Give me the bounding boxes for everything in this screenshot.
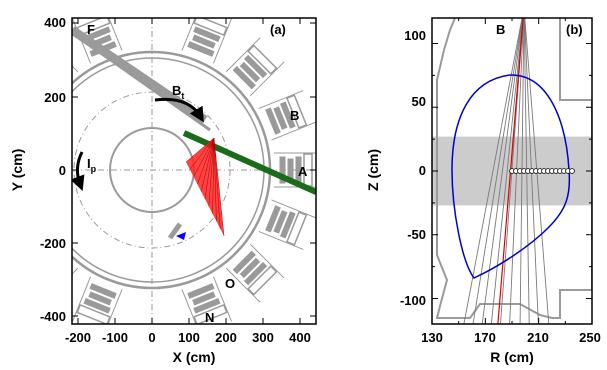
ytick-label: 100 bbox=[404, 28, 426, 43]
ytick-label: 200 bbox=[44, 90, 66, 105]
panel-a-ylabel: Y (cm) bbox=[9, 149, 25, 192]
port-f-duct-2 bbox=[87, 42, 211, 132]
port-block bbox=[181, 276, 232, 324]
blue-marker-icon bbox=[176, 232, 186, 240]
ytick-label: 0 bbox=[419, 163, 426, 178]
port-label-b: B bbox=[290, 108, 299, 123]
fan-line bbox=[213, 137, 217, 222]
port-label-f: F bbox=[87, 22, 95, 37]
xtick-label: 170 bbox=[474, 330, 496, 345]
port-label-n: N bbox=[205, 310, 214, 325]
port-block bbox=[225, 37, 285, 97]
panel-a-xtick-labels: -200 -100 0 100 200 300 400 bbox=[65, 330, 311, 345]
xtick-label: 0 bbox=[148, 330, 155, 345]
panel-b-port-label: B bbox=[496, 22, 505, 37]
xtick-label: -200 bbox=[65, 330, 91, 345]
sightline-fan bbox=[185, 137, 225, 237]
ytick-label: 0 bbox=[59, 163, 66, 178]
plasma-boundary bbox=[451, 74, 571, 279]
port-block bbox=[72, 267, 79, 303]
fan-line bbox=[204, 137, 215, 200]
sightline bbox=[490, 18, 524, 324]
port-label-a: A bbox=[298, 164, 308, 179]
sightline bbox=[472, 18, 523, 324]
ytick-label: -200 bbox=[40, 236, 66, 251]
panel-a-label: (a) bbox=[270, 22, 286, 37]
fan-line bbox=[200, 137, 215, 192]
fan-line bbox=[185, 137, 215, 163]
panel-b: (b) B 130 170 210 250 100 50 0 -50 -100 … bbox=[365, 17, 601, 365]
probe-segment bbox=[167, 222, 183, 240]
fan-line bbox=[189, 137, 215, 170]
port-structures bbox=[0, 18, 316, 324]
xtick-label: 130 bbox=[421, 330, 443, 345]
port-block bbox=[0, 91, 45, 141]
measurement-circle bbox=[569, 168, 575, 174]
fan-line bbox=[213, 137, 221, 229]
port-block bbox=[258, 90, 316, 141]
tokamak-top-view bbox=[0, 18, 316, 324]
bt-arrow-icon bbox=[154, 97, 204, 123]
port-block bbox=[181, 18, 232, 64]
bt-subscript: t bbox=[181, 91, 184, 101]
panel-b-xlabel: R (cm) bbox=[490, 349, 534, 365]
panel-b-label: (b) bbox=[566, 22, 583, 37]
panel-a-xlabel: X (cm) bbox=[173, 349, 216, 365]
xtick-label: 100 bbox=[178, 330, 200, 345]
fan-line bbox=[212, 137, 215, 214]
ip-label: Ip bbox=[87, 156, 97, 174]
panel-b-xtick-labels: 130 170 210 250 bbox=[421, 330, 601, 345]
ytick-label: -400 bbox=[40, 309, 66, 324]
ytick-label: -50 bbox=[407, 227, 426, 242]
panel-a-frame bbox=[71, 17, 317, 325]
ip-subscript: p bbox=[91, 164, 97, 174]
panel-b-ticks bbox=[431, 18, 593, 324]
ip-arrow-icon bbox=[72, 151, 85, 192]
measurement-points bbox=[509, 168, 575, 174]
port-block bbox=[0, 200, 45, 250]
sightline bbox=[481, 18, 524, 324]
xtick-label: 210 bbox=[527, 330, 549, 345]
xtick-label: -100 bbox=[102, 330, 128, 345]
neutral-beam-line bbox=[182, 130, 316, 195]
ytick-label: 50 bbox=[412, 94, 426, 109]
panel-a: (a) F B A O N Bt Ip -200 -100 0 100 200 … bbox=[0, 15, 317, 365]
port-block bbox=[72, 37, 79, 73]
port-label-o: O bbox=[225, 276, 235, 291]
fan-line bbox=[197, 137, 215, 185]
panel-a-ytick-labels: 400 200 0 -200 -400 bbox=[40, 15, 66, 324]
port-block bbox=[225, 243, 285, 303]
port-block bbox=[258, 199, 316, 250]
ytick-label: 400 bbox=[44, 15, 66, 30]
xtick-label: 300 bbox=[252, 330, 274, 345]
xtick-label: 200 bbox=[215, 330, 237, 345]
panel-b-ylabel: Z (cm) bbox=[365, 149, 381, 191]
xtick-label: 250 bbox=[579, 330, 601, 345]
xtick-label: 400 bbox=[289, 330, 311, 345]
fan-line bbox=[213, 137, 225, 237]
panel-b-ytick-labels: 100 50 0 -50 -100 bbox=[400, 28, 426, 308]
port-f-duct bbox=[72, 26, 208, 124]
poloidal-cross-section bbox=[432, 18, 592, 324]
fan-line bbox=[193, 137, 215, 177]
ytick-label: -100 bbox=[400, 293, 426, 308]
bt-label: Bt bbox=[172, 83, 184, 101]
panel-a-ticks bbox=[72, 18, 316, 324]
fan-line bbox=[208, 137, 215, 207]
port-block bbox=[72, 276, 123, 324]
